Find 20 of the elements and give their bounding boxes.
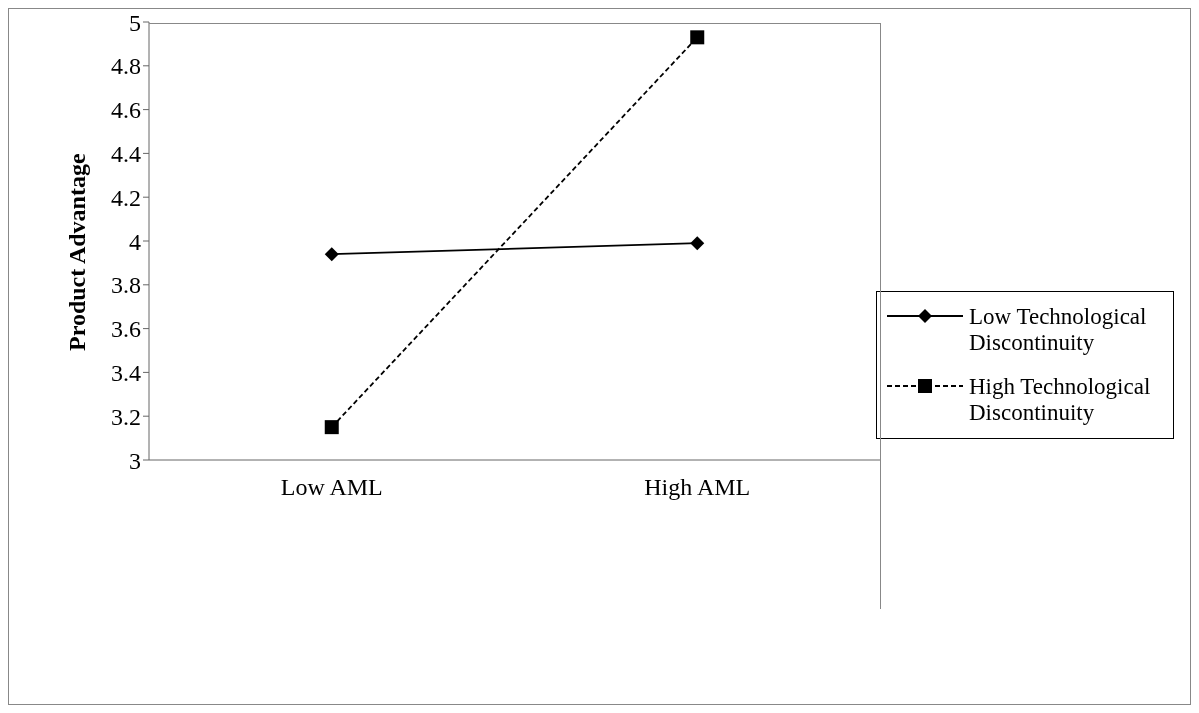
y-tick-label: 3.8 bbox=[111, 272, 141, 299]
y-tick-label: 4.6 bbox=[111, 97, 141, 124]
y-tick-label: 4 bbox=[129, 228, 141, 255]
y-tick-label: 3.2 bbox=[111, 403, 141, 430]
point bbox=[324, 247, 339, 262]
point bbox=[690, 30, 705, 45]
legend-label: High Technological Discontinuity bbox=[969, 374, 1152, 426]
y-tick-label: 3.4 bbox=[111, 359, 141, 386]
y-tick-label: 4.8 bbox=[111, 53, 141, 80]
y-tick-label: 4.2 bbox=[111, 184, 141, 211]
point bbox=[690, 236, 705, 251]
y-tick-label: 3.6 bbox=[111, 316, 141, 343]
y-axis-title: Product Advantage bbox=[63, 153, 90, 351]
y-tick-label: 4.4 bbox=[111, 140, 141, 167]
x-tick-label: Low AML bbox=[280, 474, 383, 501]
y-tick-label: 5 bbox=[129, 9, 141, 36]
legend-label: Low Technological Discontinuity bbox=[969, 304, 1148, 356]
x-tick-label: High AML bbox=[644, 474, 751, 501]
y-tick-label: 3 bbox=[129, 447, 141, 474]
point bbox=[324, 420, 339, 435]
